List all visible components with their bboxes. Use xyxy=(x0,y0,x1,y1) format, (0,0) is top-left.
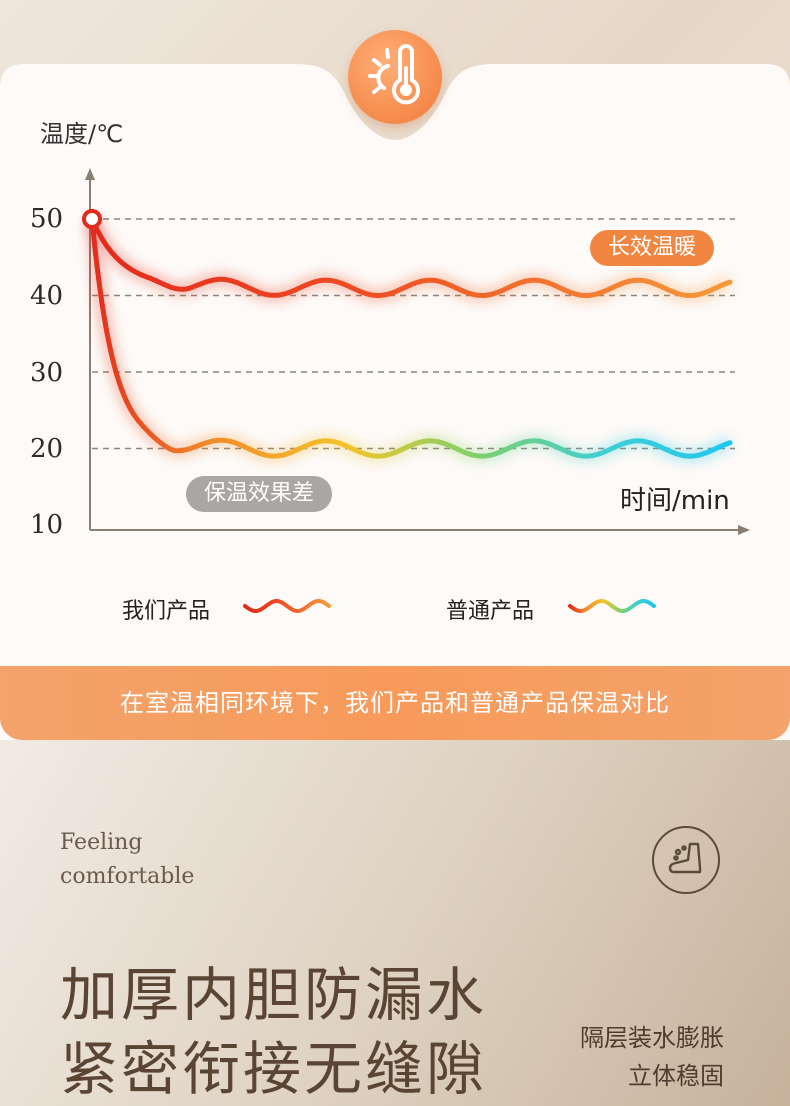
legend-ours-label: 我们产品 xyxy=(122,599,211,624)
y-tick-label: 50 xyxy=(30,204,64,234)
y-axis-title: 温度/℃ xyxy=(40,120,124,148)
series-line-normal xyxy=(89,216,733,459)
y-tick-label: 40 xyxy=(30,281,64,311)
poor-annotation-badge: 保温效果差 xyxy=(186,476,333,512)
x-axis-arrow xyxy=(738,525,750,535)
y-axis-arrow xyxy=(85,168,95,180)
warm-annotation-badge: 长效温暖 xyxy=(590,230,715,266)
comparison-banner: 在室温相同环境下，我们产品和普通产品保温对比 xyxy=(0,666,790,740)
subtext-line-2: 立体稳固 xyxy=(628,1062,724,1090)
legend-normal-swatch xyxy=(568,599,656,613)
y-tick-label: 20 xyxy=(30,434,64,464)
legend-normal-label: 普通产品 xyxy=(446,599,535,624)
x-axis-title: 时间/min xyxy=(620,486,730,516)
legend-ours-swatch xyxy=(243,599,331,613)
temperature-chart xyxy=(82,168,750,613)
series-line-ours xyxy=(89,216,733,299)
shoe-icon-badge xyxy=(652,826,720,894)
feature-section xyxy=(0,740,790,1106)
start-point-marker xyxy=(82,209,102,229)
thermometer-badge xyxy=(348,30,442,124)
shoe-icon xyxy=(668,842,702,874)
headline-line-1: 加厚内胆防漏水 xyxy=(60,961,488,1029)
feeling-line-1: Feeling xyxy=(60,830,143,855)
y-tick-label: 30 xyxy=(30,358,64,388)
y-tick-label: 10 xyxy=(30,510,64,540)
card-shape xyxy=(0,64,790,740)
subtext-line-1: 隔层装水膨胀 xyxy=(580,1024,724,1052)
headline-line-2: 紧密衔接无缝隙 xyxy=(60,1035,488,1103)
feeling-line-2: comfortable xyxy=(60,864,195,889)
chart-card xyxy=(0,64,790,740)
feeling-caption: Feeling comfortable xyxy=(60,826,194,894)
thermometer-sun-icon xyxy=(368,44,420,105)
